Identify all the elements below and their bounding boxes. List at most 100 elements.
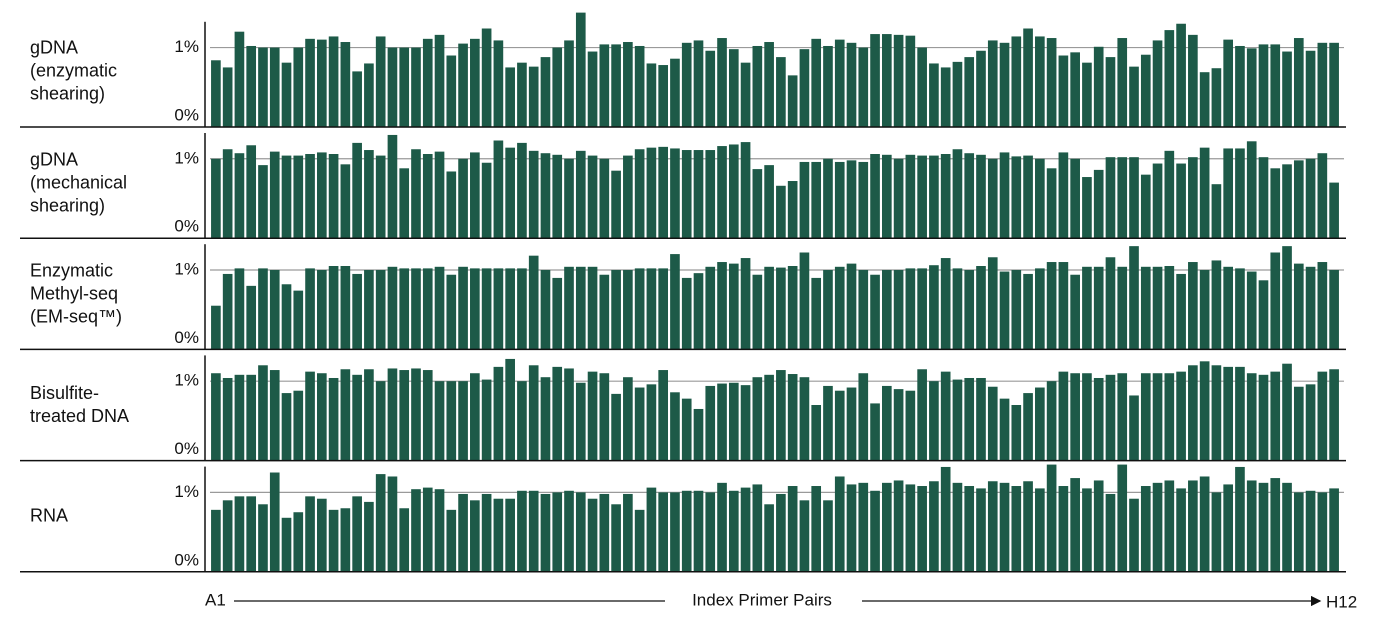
- bar: [776, 185, 786, 239]
- bar: [611, 44, 621, 127]
- bar: [1082, 373, 1092, 461]
- bar: [787, 75, 798, 127]
- bar: [811, 38, 822, 127]
- bar: [1305, 158, 1316, 239]
- panel-title: gDNA (mechanical shearing): [30, 149, 128, 216]
- bar: [211, 305, 221, 350]
- bar: [881, 269, 892, 350]
- bar: [1117, 266, 1128, 350]
- bar: [269, 151, 280, 239]
- bar: [434, 151, 445, 239]
- bar: [587, 51, 598, 127]
- bar: [281, 62, 292, 127]
- bar: [1082, 488, 1092, 572]
- bar: [1093, 480, 1104, 572]
- bar: [316, 373, 327, 461]
- bar: [964, 486, 975, 572]
- bar: [352, 142, 362, 239]
- bar: [505, 268, 515, 350]
- bar: [1199, 269, 1210, 350]
- bar: [411, 47, 421, 128]
- bar: [717, 38, 727, 127]
- bar: [293, 512, 304, 572]
- bar: [1258, 44, 1269, 127]
- bar: [893, 389, 904, 461]
- bar: [728, 263, 739, 350]
- bar: [717, 146, 727, 239]
- bar: [434, 34, 445, 128]
- bar: [823, 45, 833, 127]
- bar: [1258, 482, 1269, 572]
- bar: [352, 71, 362, 127]
- bar: [999, 271, 1010, 350]
- bar: [1023, 273, 1033, 350]
- bar: [1058, 55, 1069, 128]
- bar: [552, 154, 563, 239]
- bar: [634, 149, 645, 239]
- bar: [1246, 141, 1257, 239]
- bar: [599, 158, 610, 239]
- bar: [846, 263, 857, 350]
- bar: [375, 381, 386, 461]
- bar: [623, 493, 633, 572]
- bar: [505, 358, 515, 461]
- bar: [717, 482, 727, 572]
- bar: [929, 63, 939, 127]
- y-tick-label: 0%: [174, 550, 199, 569]
- bar: [1282, 51, 1292, 127]
- bar: [634, 509, 645, 572]
- bar: [375, 269, 386, 350]
- bar: [493, 268, 504, 350]
- bar: [1093, 266, 1104, 350]
- bar: [352, 273, 362, 350]
- bar: [564, 490, 574, 572]
- bar: [823, 500, 833, 572]
- bar: [764, 165, 774, 239]
- bar: [764, 374, 774, 461]
- bar: [658, 146, 669, 239]
- bar: [1305, 490, 1316, 572]
- bar: [1129, 395, 1139, 461]
- bar: [1070, 274, 1080, 350]
- bar: [481, 268, 492, 350]
- bar: [823, 385, 833, 461]
- bar: [717, 262, 727, 350]
- bar: [940, 258, 951, 350]
- bar: [1211, 184, 1222, 239]
- bar: [811, 277, 822, 350]
- y-tick-label: 0%: [174, 439, 199, 458]
- bar: [246, 374, 257, 461]
- bar: [305, 496, 315, 572]
- bar: [1070, 373, 1080, 461]
- bar: [728, 490, 739, 572]
- bar: [1164, 30, 1175, 127]
- bar: [599, 373, 610, 461]
- bar: [375, 36, 386, 127]
- bar: [364, 150, 374, 239]
- bar: [305, 38, 315, 127]
- bar: [505, 67, 515, 127]
- bar: [599, 274, 610, 350]
- bar: [422, 154, 433, 239]
- bar: [434, 489, 445, 572]
- bar: [705, 266, 716, 350]
- bar: [646, 487, 657, 572]
- bar: [1093, 46, 1104, 127]
- bar: [787, 486, 798, 572]
- bar: [316, 39, 327, 127]
- bar: [1305, 50, 1316, 127]
- bar: [1117, 157, 1128, 239]
- bar: [634, 268, 645, 350]
- bar: [611, 269, 621, 350]
- bar: [1117, 464, 1128, 572]
- bar: [552, 492, 563, 572]
- bar: [399, 508, 410, 572]
- bar: [1035, 387, 1045, 461]
- bar: [422, 268, 433, 350]
- bar: [1199, 476, 1210, 572]
- bar: [1046, 168, 1057, 239]
- bar: [940, 371, 951, 461]
- bar: [528, 150, 539, 239]
- bar: [328, 266, 339, 350]
- bar: [293, 290, 304, 350]
